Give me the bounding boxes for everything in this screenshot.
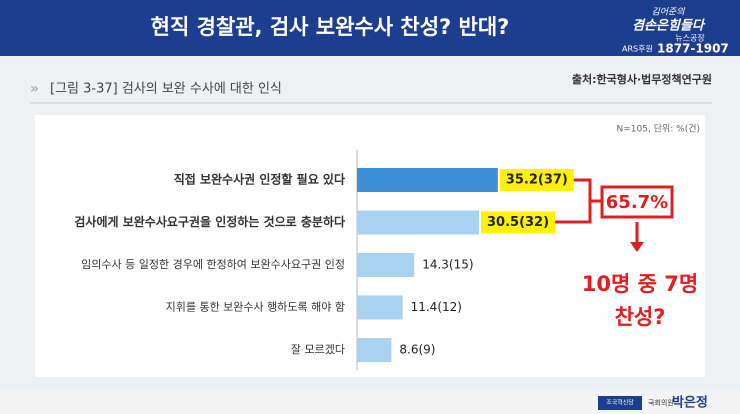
value-label: 30.5(32) xyxy=(487,215,549,230)
sum-box xyxy=(600,185,674,219)
category-label: 임의수사 등 일정한 경우에 한정하여 보완수사요구권 인정 xyxy=(81,257,345,271)
annotation: 찬성? xyxy=(615,305,666,329)
bar xyxy=(357,338,392,362)
chart-panel xyxy=(35,115,705,377)
sum-label: 65.7% xyxy=(606,192,668,213)
bar xyxy=(357,168,498,192)
bar xyxy=(357,295,403,320)
banner xyxy=(0,0,740,56)
value-label: 14.3(15) xyxy=(422,258,473,272)
footer-bar xyxy=(0,391,740,414)
arrow-head xyxy=(630,242,644,252)
note: N=105, 단위: %(건) xyxy=(617,124,700,135)
category-label: 검사에게 보완수사요구권을 인정하는 것으로 충분하다 xyxy=(74,214,345,229)
bar xyxy=(357,253,415,277)
category-label: 직접 보완수사권 인정할 필요 있다 xyxy=(174,172,345,187)
source: 출처:한국형사·법무정책연구원 xyxy=(572,72,712,86)
headline: 현직 경찰관, 검사 보완수사 찬성? 반대? xyxy=(151,15,510,39)
value-label: 8.6(9) xyxy=(399,343,435,357)
value-label-bg xyxy=(481,211,555,234)
category-label: 잘 모르겠다 xyxy=(291,343,345,356)
bar xyxy=(357,210,479,235)
chart-title: [그림 3-37] 검사의 보완 수사에 대한 인식 xyxy=(50,82,282,97)
category-label: 지휘를 통한 보완수사 행하도록 해야 함 xyxy=(166,300,345,314)
role: 국회의원 xyxy=(648,398,674,407)
logo-text: 김어준의 xyxy=(651,7,685,18)
logo-text: ARS후원 xyxy=(622,45,653,54)
logo-text: 뉴스공장 xyxy=(675,33,705,43)
annotation: 10명 중 7명 xyxy=(582,272,698,296)
party-badge xyxy=(598,396,642,410)
value-label-bg xyxy=(499,169,574,191)
logo-text: 겸손은힘들다 xyxy=(632,18,706,34)
value-label: 11.4(12) xyxy=(411,300,462,314)
party: 조국혁신당 xyxy=(606,399,634,407)
logo-phone: 1877-1907 xyxy=(657,42,729,56)
value-label: 35.2(37) xyxy=(506,173,568,188)
name: 박은정 xyxy=(672,395,708,411)
chevrons: » xyxy=(30,81,39,97)
